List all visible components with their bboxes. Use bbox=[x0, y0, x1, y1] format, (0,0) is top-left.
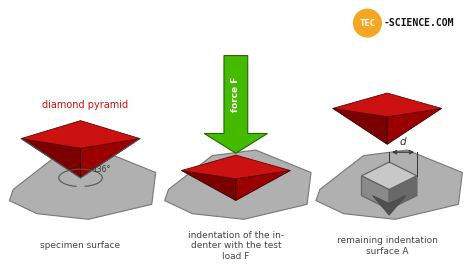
Polygon shape bbox=[389, 176, 417, 209]
Text: 136°: 136° bbox=[92, 165, 111, 174]
Text: d: d bbox=[400, 137, 406, 147]
Polygon shape bbox=[204, 56, 267, 153]
Polygon shape bbox=[164, 150, 311, 219]
Polygon shape bbox=[21, 121, 140, 148]
Polygon shape bbox=[373, 196, 406, 215]
Text: specimen surface: specimen surface bbox=[40, 241, 120, 250]
Text: TEC: TEC bbox=[359, 19, 375, 28]
Polygon shape bbox=[9, 150, 156, 219]
Text: diamond pyramid: diamond pyramid bbox=[42, 100, 128, 110]
Polygon shape bbox=[362, 162, 417, 190]
Text: -SCIENCE.COM: -SCIENCE.COM bbox=[383, 18, 454, 28]
Polygon shape bbox=[182, 171, 236, 201]
Polygon shape bbox=[182, 155, 290, 179]
Polygon shape bbox=[387, 109, 442, 144]
Text: remaining indentation
surface A: remaining indentation surface A bbox=[337, 236, 438, 256]
Polygon shape bbox=[333, 109, 387, 144]
Polygon shape bbox=[362, 176, 389, 209]
Polygon shape bbox=[21, 139, 81, 178]
Text: force F: force F bbox=[231, 77, 240, 112]
Circle shape bbox=[354, 9, 381, 37]
Polygon shape bbox=[81, 139, 140, 178]
Text: indentation of the in-
denter with the test
load F: indentation of the in- denter with the t… bbox=[188, 231, 284, 261]
Polygon shape bbox=[236, 171, 290, 201]
Polygon shape bbox=[316, 150, 463, 219]
Polygon shape bbox=[333, 93, 442, 117]
